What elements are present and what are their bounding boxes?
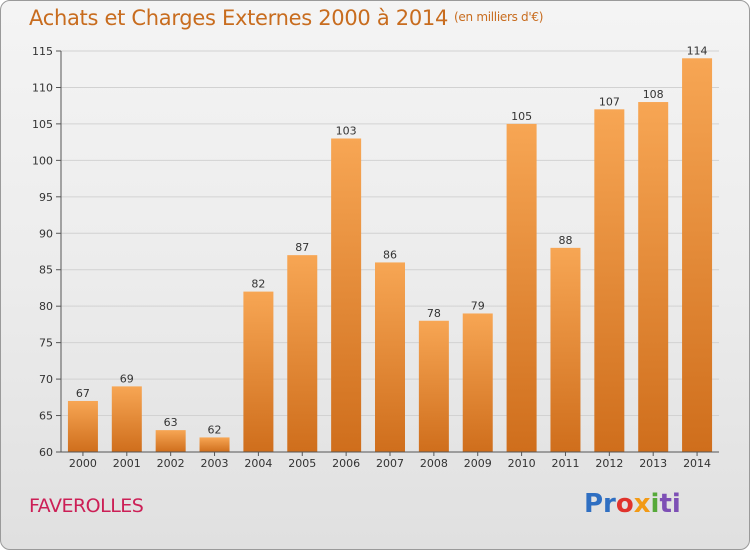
x-tick-label: 2010 <box>508 457 536 470</box>
x-tick-label: 2013 <box>639 457 667 470</box>
y-tick-label: 105 <box>32 118 53 131</box>
bar <box>462 313 493 452</box>
y-tick-label: 80 <box>39 300 53 313</box>
x-tick-label: 2011 <box>551 457 579 470</box>
bar-value-label: 108 <box>643 88 664 101</box>
y-tick-label: 75 <box>39 337 53 350</box>
bar-value-label: 107 <box>599 95 620 108</box>
x-tick-label: 2003 <box>201 457 229 470</box>
chart-title: Achats et Charges Externes 2000 à 2014 (e… <box>29 6 543 30</box>
bar <box>199 437 230 452</box>
bar <box>331 138 362 452</box>
logo-part: i <box>650 489 660 519</box>
bar-value-label: 88 <box>558 234 572 247</box>
y-tick-label: 70 <box>39 373 53 386</box>
x-tick-label: 2012 <box>595 457 623 470</box>
y-tick-label: 110 <box>32 81 53 94</box>
bar-value-label: 87 <box>295 241 309 254</box>
x-tick-label: 2007 <box>376 457 404 470</box>
x-tick-label: 2000 <box>69 457 97 470</box>
x-tick-label: 2006 <box>332 457 360 470</box>
bar <box>375 262 405 452</box>
bar <box>67 400 98 452</box>
bar-value-label: 63 <box>164 416 178 429</box>
y-tick-label: 100 <box>32 154 53 167</box>
axes: 60 65 70 75 80 85 90 95 100 105 110 115 2000 2001 2002… <box>32 45 719 470</box>
x-tick-label: 2005 <box>288 457 316 470</box>
proxiti-logo: Proxiti <box>584 489 681 519</box>
y-tick-label: 65 <box>39 410 53 423</box>
bar-value-label: 86 <box>383 248 397 261</box>
y-tick-label: 85 <box>39 264 53 277</box>
bar <box>243 291 274 452</box>
bar-value-label: 103 <box>336 124 357 137</box>
bar <box>418 320 449 452</box>
bar <box>111 386 142 452</box>
chart-title-text: Achats et Charges Externes 2000 à 2014 <box>29 6 449 30</box>
place-name: FAVEROLLES <box>29 495 144 517</box>
bar <box>550 247 581 452</box>
chart-unit: (en milliers d'€) <box>454 10 544 24</box>
logo-part: ti <box>659 489 681 519</box>
x-tick-label: 2001 <box>113 457 141 470</box>
bar <box>506 123 537 452</box>
bar <box>682 58 713 453</box>
x-tick-label: 2004 <box>244 457 272 470</box>
y-tick-label: 90 <box>39 227 53 240</box>
bar-value-label: 105 <box>511 110 532 123</box>
x-tick-label: 2014 <box>683 457 711 470</box>
bar <box>155 430 186 452</box>
bar-value-label: 78 <box>427 307 441 320</box>
y-tick-label: 95 <box>39 191 53 204</box>
x-tick-label: 2008 <box>420 457 448 470</box>
bar-value-label: 82 <box>251 278 265 291</box>
bar-chart: 67 69 63 62 82 87 103 86 78 79 105 88 107 108 114 60 65… <box>32 44 719 470</box>
logo-part: x <box>633 489 651 519</box>
x-tick-label: 2002 <box>157 457 185 470</box>
x-tick-label: 2009 <box>464 457 492 470</box>
bar-value-label: 69 <box>120 372 134 385</box>
bar-value-label: 62 <box>208 423 222 436</box>
bars: 67 69 63 62 82 87 103 86 78 79 105 88 107 108 114 <box>67 44 713 453</box>
bar-value-label: 114 <box>687 44 708 57</box>
bar <box>287 255 318 452</box>
bar-value-label: 67 <box>76 387 90 400</box>
bar <box>638 102 669 452</box>
y-tick-label: 60 <box>39 446 53 459</box>
logo-part: o <box>615 489 634 519</box>
bar <box>594 109 625 452</box>
logo-part: Pr <box>584 489 616 519</box>
bar-value-label: 79 <box>471 299 485 312</box>
y-tick-label: 115 <box>32 45 53 58</box>
